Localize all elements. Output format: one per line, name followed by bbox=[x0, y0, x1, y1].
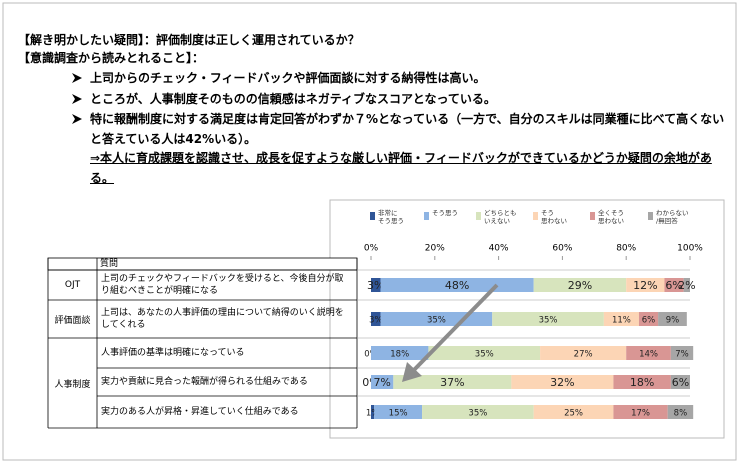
bar-segment bbox=[371, 278, 381, 292]
bar-segment bbox=[613, 375, 671, 389]
legend-swatch bbox=[590, 212, 595, 220]
legend-swatch bbox=[370, 212, 375, 220]
bar-segment bbox=[422, 405, 534, 419]
value-label: 2% bbox=[678, 279, 695, 292]
arrow-head bbox=[402, 362, 422, 382]
legend-label: どちらとも いえない bbox=[484, 209, 517, 225]
question: 実力や貢献に見合った報酬が得られる仕組みである bbox=[101, 377, 308, 387]
arrow bbox=[410, 283, 499, 374]
table-header bbox=[47, 257, 358, 271]
bar-segment bbox=[374, 405, 423, 419]
x-tick-label: 0% bbox=[364, 244, 379, 254]
group-label: 評価面談 bbox=[54, 315, 91, 326]
value-label: 35% bbox=[539, 316, 558, 326]
bar-segment bbox=[492, 312, 604, 326]
value-label: 3% bbox=[367, 279, 384, 292]
bullet-text: 特に報酬制度に対する満足度は肯定回答がわずか７%となっている（一方で、自分のスキ… bbox=[90, 112, 725, 146]
bullet-text: 上司からのチェック・フィードバックや評価面談に対する納得性は高い。 bbox=[90, 71, 486, 85]
bar-segment bbox=[613, 405, 668, 419]
bullet bbox=[72, 114, 82, 124]
bar-segment bbox=[664, 278, 684, 292]
group-label: OJT bbox=[64, 280, 81, 290]
value-label: 12% bbox=[633, 279, 657, 292]
x-tick-label: 40% bbox=[489, 244, 509, 254]
value-label: 32% bbox=[550, 376, 574, 389]
x-tick-label: 100% bbox=[677, 244, 703, 254]
legend-swatch bbox=[476, 212, 481, 220]
question: 上司は、あなたの人事評価の理由について納得のいく説明をしてくれる bbox=[101, 308, 344, 330]
bar-segment bbox=[511, 375, 614, 389]
value-label: 35% bbox=[475, 350, 494, 360]
bar-segment bbox=[670, 346, 694, 360]
bar-segment bbox=[371, 375, 394, 389]
bar-segment bbox=[393, 375, 512, 389]
question: 人事評価の基準は明確になっている bbox=[101, 348, 245, 358]
value-label: 25% bbox=[564, 409, 583, 419]
value-label: 11% bbox=[612, 316, 631, 326]
bullet bbox=[72, 94, 82, 104]
x-tick-label: 60% bbox=[552, 244, 572, 254]
value-label: 18% bbox=[630, 376, 654, 389]
question: 上司のチェックやフィードバックを受けると、今後自分が取り組むべきことが明確になる bbox=[101, 274, 344, 296]
question: 【解き明かしたい疑問】：評価制度は正しく運用されているか？ bbox=[18, 33, 360, 47]
value-label: 15% bbox=[389, 409, 408, 419]
value-label: 29% bbox=[568, 279, 592, 292]
legend-label: そう思う bbox=[432, 209, 458, 217]
legend-swatch bbox=[424, 212, 429, 220]
value-label: 3% bbox=[369, 316, 383, 326]
value-label: 7% bbox=[373, 376, 390, 389]
question: 実力のある人が昇格・昇進していく仕組みである bbox=[101, 407, 299, 417]
bar-segment bbox=[658, 312, 687, 326]
value-label: 35% bbox=[468, 409, 487, 419]
bar-segment bbox=[533, 278, 627, 292]
bar-segment bbox=[371, 312, 381, 326]
bullet-text: ところが、人事制度そのものの信頼感はネガティブなスコアとなっている。 bbox=[90, 92, 496, 106]
bar-segment bbox=[380, 312, 493, 326]
findings-title: 【意識調査から読みとれること】： bbox=[18, 51, 205, 65]
value-label: 18% bbox=[390, 350, 409, 360]
bar-segment bbox=[683, 278, 690, 292]
value-label: 6% bbox=[642, 316, 656, 326]
value-label: 9% bbox=[666, 316, 680, 326]
legend-swatch bbox=[648, 212, 653, 220]
x-tick-label: 20% bbox=[425, 244, 445, 254]
bar-segment bbox=[626, 346, 671, 360]
value-label: 17% bbox=[631, 409, 650, 419]
value-label: 37% bbox=[440, 376, 464, 389]
bar-segment bbox=[533, 405, 614, 419]
legend-label: 非常に そう思う bbox=[378, 209, 404, 225]
bullet bbox=[72, 73, 82, 83]
group-label: 人事制度 bbox=[54, 379, 91, 390]
x-tick-label: 80% bbox=[616, 244, 636, 254]
value-label: 1% bbox=[366, 409, 380, 419]
value-label: 6% bbox=[665, 279, 682, 292]
value-label: 7% bbox=[675, 350, 689, 360]
bar-segment bbox=[626, 278, 665, 292]
bar-segment bbox=[371, 405, 375, 419]
value-label: 27% bbox=[574, 350, 593, 360]
value-label: 35% bbox=[427, 316, 446, 326]
bar-segment bbox=[540, 346, 627, 360]
bar-segment bbox=[371, 346, 429, 360]
bar-segment bbox=[428, 346, 541, 360]
legend-label: わからない /無回答 bbox=[656, 209, 689, 225]
column-header: 質問 bbox=[100, 259, 119, 269]
value-label: 8% bbox=[674, 409, 688, 419]
bar-segment bbox=[667, 405, 694, 419]
bar-segment bbox=[603, 312, 639, 326]
value-label: 48% bbox=[445, 279, 469, 292]
chart-frame bbox=[329, 199, 725, 439]
conclusion: ⇒本人に育成課題を認識させ、成長を促すような厳しい評価・フィードバックができてい… bbox=[90, 151, 712, 185]
bar-segment bbox=[638, 312, 659, 326]
legend-label: 全くそう 思わない bbox=[598, 209, 624, 225]
value-label: 14% bbox=[639, 350, 658, 360]
legend-label: そう 思わない bbox=[541, 209, 567, 225]
legend-swatch bbox=[533, 212, 538, 220]
bar-segment bbox=[670, 375, 690, 389]
value-label: 6% bbox=[672, 376, 689, 389]
